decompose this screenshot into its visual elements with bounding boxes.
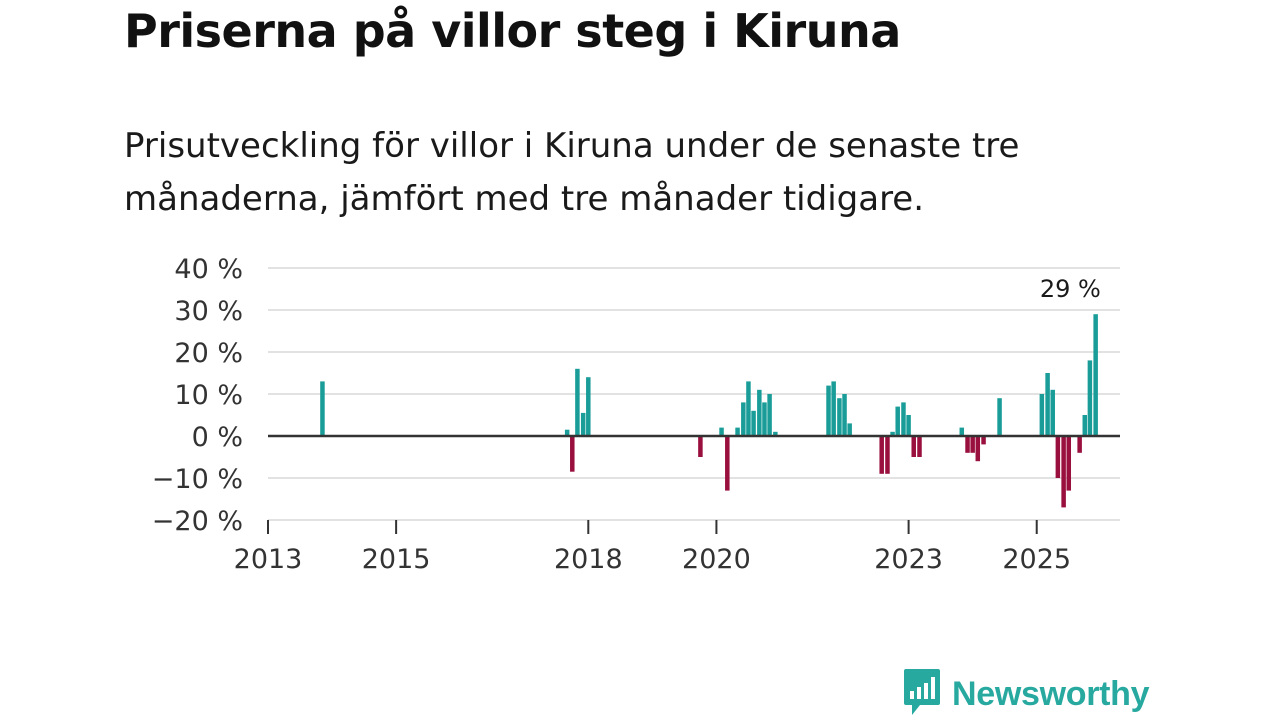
gridlines — [268, 267, 1120, 521]
bar-positive — [580, 412, 586, 436]
bar-positive — [890, 431, 895, 436]
chart-subtitle: Prisutveckling för villor i Kiruna under… — [124, 126, 1020, 219]
bar-positive — [746, 381, 751, 436]
bar-negative — [879, 436, 884, 474]
bar-negative — [570, 436, 575, 472]
bars — [320, 314, 1098, 508]
bar-positive — [959, 427, 965, 436]
bar-negative — [975, 436, 981, 462]
data-label-annotation: 29 % — [1040, 275, 1101, 303]
x-tick-label: 2020 — [682, 544, 751, 575]
bar-positive — [1082, 415, 1088, 436]
newsworthy-logo[interactable]: Newsworthy — [902, 667, 1150, 721]
bar-positive — [837, 398, 842, 436]
x-tick-label: 2018 — [554, 544, 623, 575]
bar-negative — [1055, 436, 1061, 478]
y-tick-label: 0 % — [192, 422, 243, 453]
bar-positive — [1050, 389, 1055, 436]
bar-positive — [997, 398, 1002, 436]
bar-negative — [725, 436, 730, 491]
bar-negative — [965, 436, 970, 453]
y-tick-label: 10 % — [174, 380, 243, 411]
bar-positive — [320, 381, 325, 436]
bar-positive — [586, 377, 591, 436]
x-tick-label: 2025 — [1002, 544, 1071, 575]
bar-positive — [1039, 394, 1045, 436]
bar-positive — [1087, 360, 1093, 436]
chart-title: Priserna på villor steg i Kiruna — [124, 4, 901, 58]
bar-positive — [1045, 373, 1050, 436]
bar-positive — [906, 415, 911, 436]
bar-positive — [847, 423, 852, 436]
bar-positive — [842, 394, 847, 436]
y-tick-label: −10 % — [152, 464, 243, 495]
bar-positive — [564, 429, 570, 436]
y-tick-label: 30 % — [174, 296, 243, 327]
bar-positive — [719, 427, 724, 436]
bar-negative — [911, 436, 916, 457]
bar-negative — [970, 436, 975, 453]
bar-positive — [762, 402, 767, 436]
x-tick-label: 2015 — [362, 544, 431, 575]
bar-positive — [895, 406, 900, 436]
bar-positive — [741, 402, 746, 436]
y-tick-label: 40 % — [174, 254, 243, 285]
bar-positive — [831, 381, 836, 436]
brand-name: Newsworthy — [952, 674, 1150, 713]
bar-negative — [981, 436, 986, 445]
bar-positive — [826, 385, 831, 436]
newsworthy-bar-chart-icon — [902, 667, 942, 721]
axis-labels: 40 % 30 % 20 % 10 % 0 % −10 % −20 % 2013 2015 201… — [152, 254, 1101, 575]
bar-positive — [757, 389, 762, 436]
bar-negative — [885, 436, 890, 474]
bar-positive — [735, 427, 740, 436]
y-tick-label: −20 % — [152, 506, 243, 537]
bar-negative — [1077, 436, 1082, 453]
bar-negative — [1066, 436, 1072, 491]
bar-positive — [901, 402, 906, 436]
bar-positive — [575, 368, 580, 436]
bar-negative — [698, 436, 703, 457]
bar-negative — [1061, 436, 1066, 508]
bar-chart: 40 % 30 % 20 % 10 % 0 % −10 % −20 % 2013 2015 201… — [152, 254, 1120, 575]
bar-positive — [773, 431, 778, 436]
bar-positive — [1093, 314, 1098, 436]
bar-positive — [751, 410, 756, 436]
y-tick-label: 20 % — [174, 338, 243, 369]
bar-positive — [767, 394, 772, 436]
bar-negative — [917, 436, 922, 457]
axes — [267, 434, 1120, 534]
x-tick-label: 2023 — [874, 544, 943, 575]
x-tick-label: 2013 — [234, 544, 303, 575]
